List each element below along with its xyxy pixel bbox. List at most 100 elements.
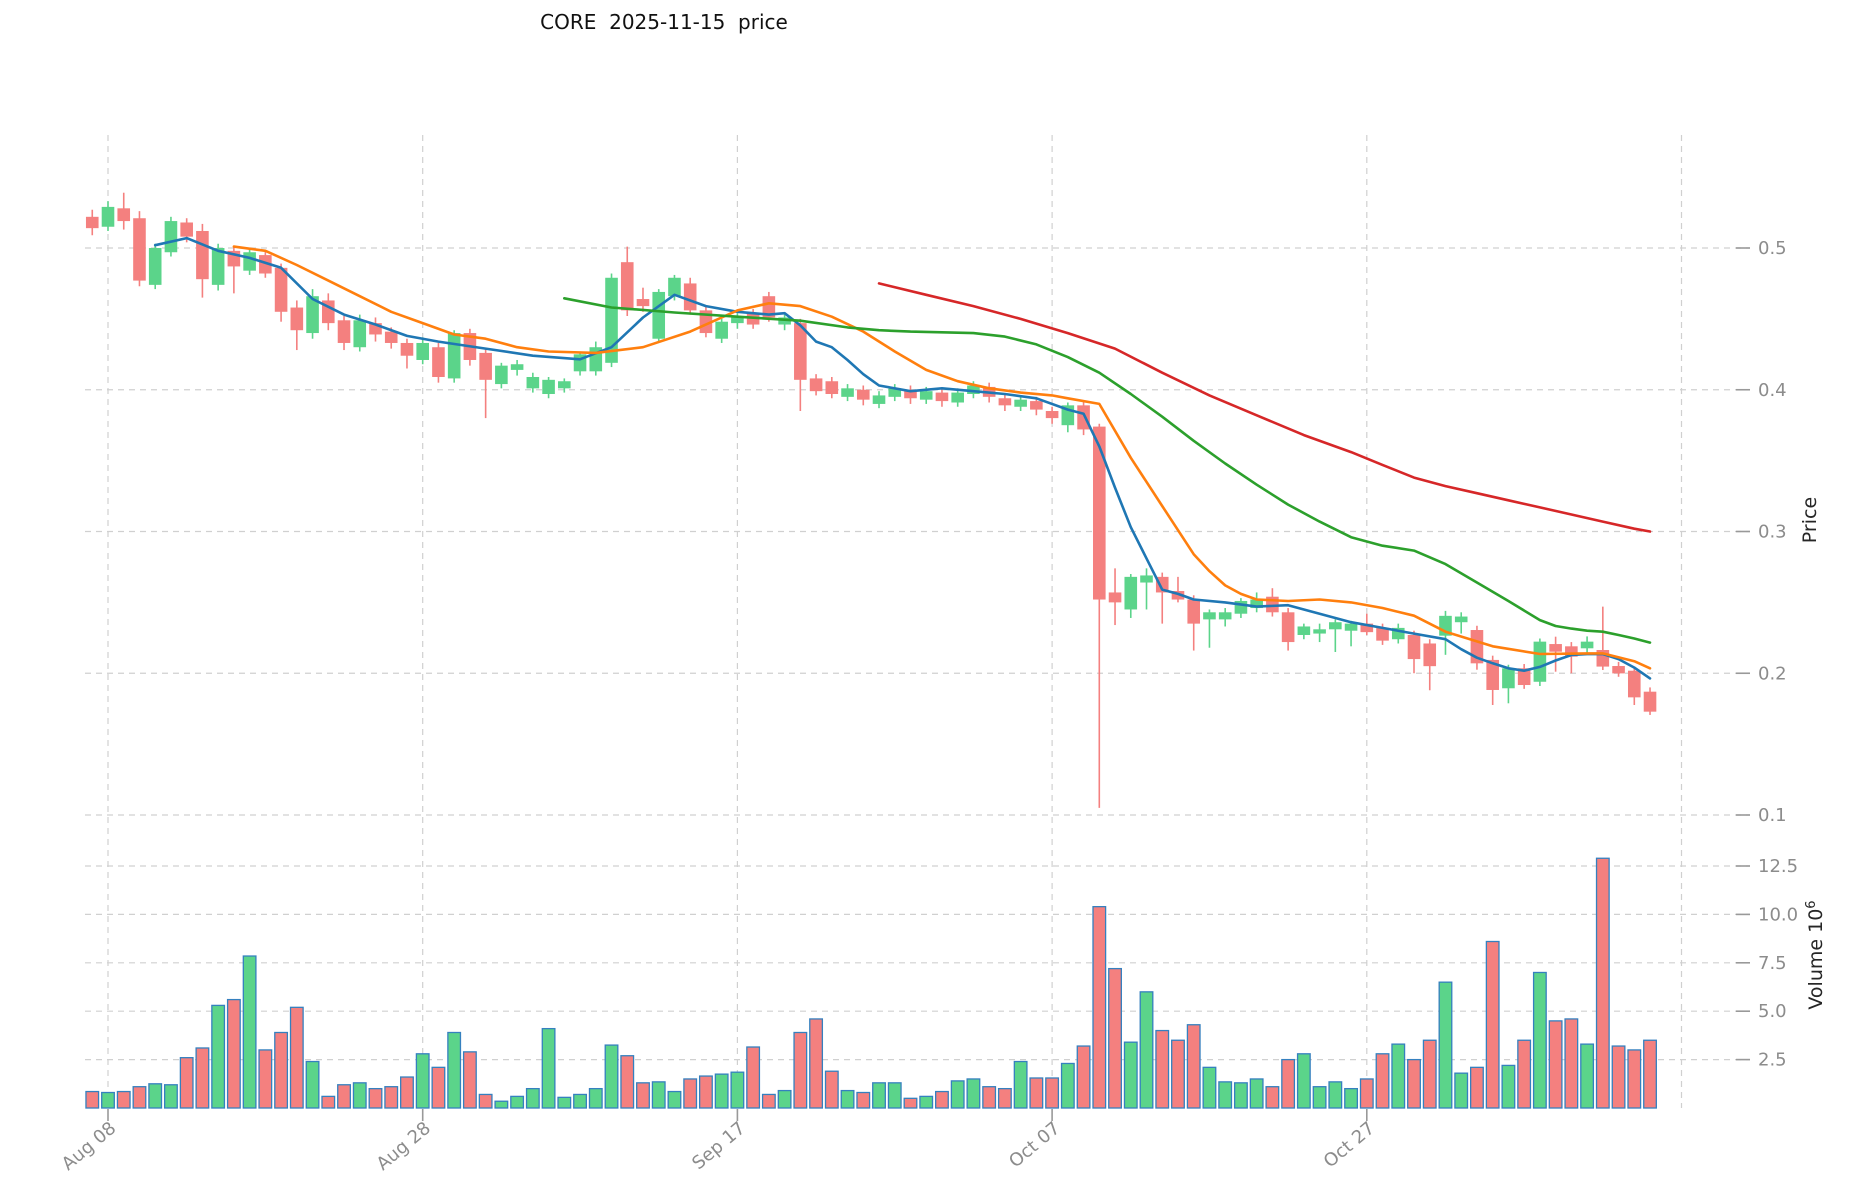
volume-bar <box>321 1095 336 1109</box>
candle-body <box>1203 612 1216 620</box>
volume-bar <box>415 1053 430 1109</box>
candle-body <box>825 381 839 395</box>
price-tick-label: 0.4 <box>1758 380 1787 401</box>
candle-body <box>1549 644 1562 652</box>
candle-body <box>967 385 980 395</box>
volume-tick-label: 2.5 <box>1758 1050 1787 1071</box>
candle-body <box>416 342 429 360</box>
volume-bar <box>887 1082 902 1109</box>
volume-bar <box>730 1071 745 1109</box>
volume-bar <box>1438 981 1453 1109</box>
volume-bar <box>195 1047 210 1109</box>
candle-body <box>164 221 178 253</box>
grid-layer <box>85 135 1750 1108</box>
volume-bar <box>919 1095 934 1109</box>
volume-bar <box>400 1076 414 1109</box>
candle-body <box>1329 622 1342 630</box>
ma-fast-line <box>153 236 1652 680</box>
price-tick-label: 0.5 <box>1758 238 1787 259</box>
volume-bar <box>1422 1039 1437 1109</box>
candle-body <box>809 378 823 392</box>
candle-body <box>101 206 115 227</box>
volume-bar <box>1469 1066 1484 1109</box>
volume-bar <box>761 1093 776 1109</box>
candle-body <box>1344 623 1358 631</box>
ma-long-line <box>877 282 1652 533</box>
volume-bar <box>1359 1078 1374 1109</box>
candle-body <box>904 389 917 399</box>
candle-body <box>888 388 902 397</box>
volume-bar <box>337 1084 351 1109</box>
volume-bar <box>1233 1082 1248 1109</box>
volume-bar <box>1328 1081 1343 1109</box>
volume-bars-layer <box>85 857 1657 1109</box>
volume-bar <box>132 1086 147 1109</box>
volume-bar <box>1076 1045 1091 1109</box>
volume-bar <box>1611 1045 1626 1109</box>
volume-bar <box>636 1082 650 1109</box>
volume-bar <box>1186 1024 1201 1109</box>
candle-body <box>1313 629 1326 634</box>
volume-bar <box>85 1090 100 1109</box>
candle-body <box>1187 599 1201 624</box>
candle-body <box>274 267 288 312</box>
candle-body <box>510 364 524 370</box>
candle-body <box>856 389 870 400</box>
candle-body <box>148 248 162 285</box>
volume-bar <box>1123 1041 1138 1109</box>
volume-axis-label-text: Volume 10 <box>1805 909 1827 1010</box>
volume-bar <box>478 1093 493 1109</box>
candle-body <box>605 277 618 363</box>
volume-bar <box>1281 1058 1296 1109</box>
volume-bar <box>1627 1049 1642 1109</box>
candle-body <box>180 222 193 237</box>
volume-bar <box>163 1084 178 1109</box>
volume-bar <box>116 1090 131 1109</box>
volume-bar <box>1517 1039 1532 1109</box>
candle-body <box>935 392 949 402</box>
price-tick-label: 0.3 <box>1758 522 1787 543</box>
volume-bar <box>274 1031 289 1109</box>
volume-tick-label: 10.0 <box>1758 904 1798 925</box>
volume-bar <box>1485 940 1500 1109</box>
x-tick-label: Sep 17 <box>688 1118 749 1174</box>
volume-bar <box>1249 1078 1264 1109</box>
candle-body <box>1565 646 1578 657</box>
candle-body <box>1423 643 1437 667</box>
candle-body <box>1627 670 1641 698</box>
price-tick-label: 0.1 <box>1758 805 1787 826</box>
volume-bar <box>1092 906 1107 1109</box>
candle-body <box>1093 426 1106 600</box>
candle-body <box>1140 575 1153 583</box>
candle-body <box>1407 634 1421 660</box>
volume-bar <box>856 1091 871 1109</box>
candle-body <box>872 395 886 404</box>
candle-body <box>715 321 728 339</box>
volume-bar <box>431 1066 446 1109</box>
volume-bar <box>746 1046 761 1109</box>
candle-body <box>998 398 1012 406</box>
x-tick-label: Aug 28 <box>373 1118 435 1175</box>
volume-bar <box>997 1087 1012 1109</box>
volume-bar <box>1564 1018 1579 1109</box>
volume-tick-label: 5.0 <box>1758 1001 1787 1022</box>
volume-bar <box>557 1096 572 1109</box>
candle-body <box>1045 411 1059 419</box>
x-tick-label: Oct 07 <box>1005 1118 1064 1172</box>
candle-body <box>620 262 634 311</box>
volume-bar <box>698 1075 713 1109</box>
volume-bar <box>541 1027 556 1109</box>
volume-bar <box>824 1070 839 1109</box>
chart-title: CORE 2025-11-15 price <box>540 10 788 34</box>
volume-bar <box>258 1049 273 1109</box>
volume-bar <box>1296 1053 1311 1109</box>
volume-bar <box>1060 1062 1075 1109</box>
candle-body <box>1360 623 1374 633</box>
candle-body <box>668 277 681 297</box>
ma-mid-line <box>232 245 1652 670</box>
candle-body <box>1124 576 1138 610</box>
candle-body <box>558 381 571 389</box>
price-axis-label: Price <box>1799 497 1821 543</box>
candle-body <box>1612 666 1625 674</box>
